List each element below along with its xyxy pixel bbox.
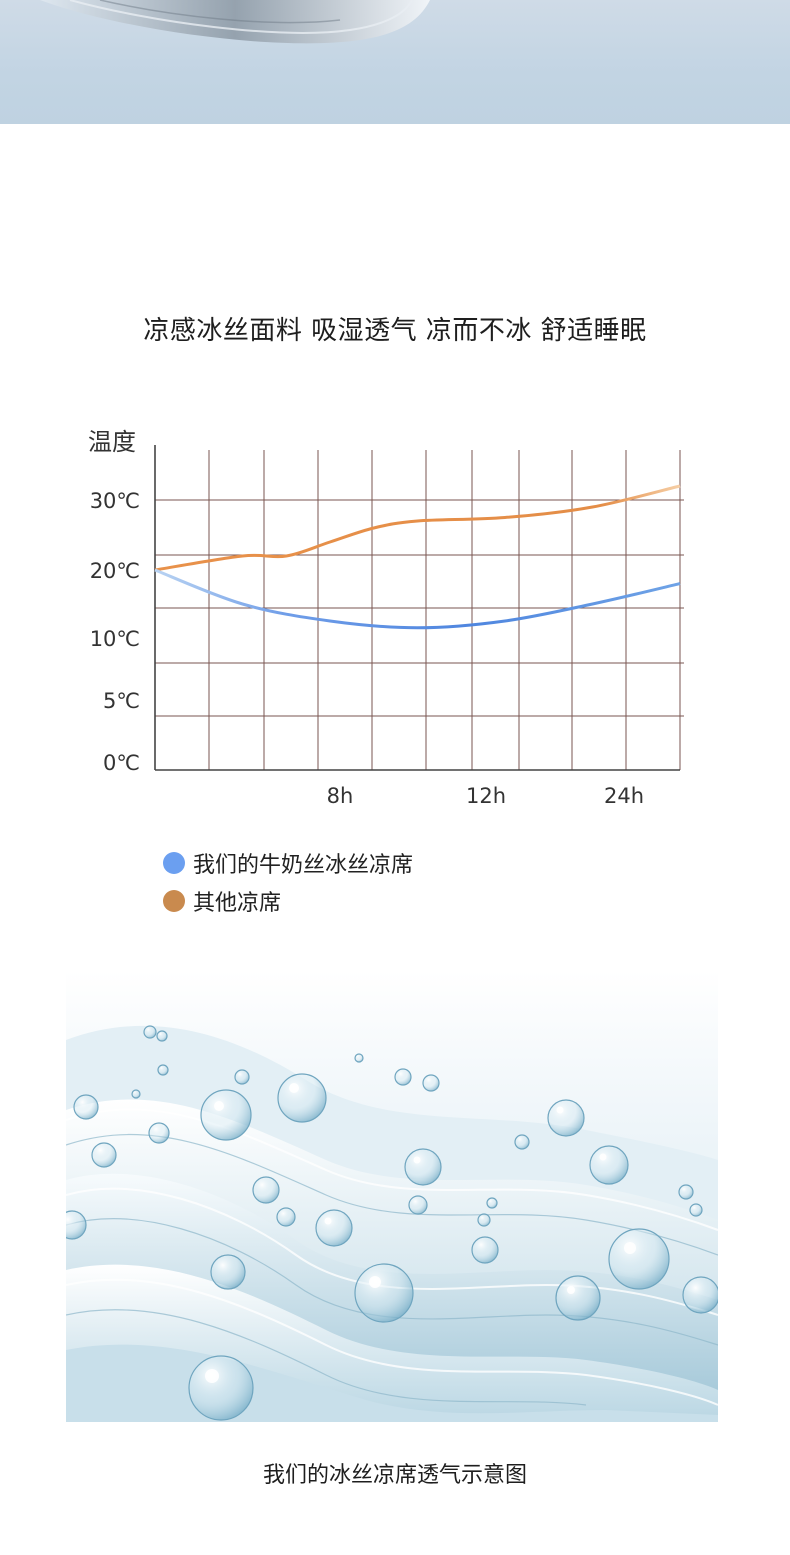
x-tick-label: 8h [327, 784, 354, 808]
legend-item-other-mats: 其他凉席 [163, 882, 413, 920]
y-tick-label: 20℃ [90, 559, 140, 583]
legend-label-other-mats: 其他凉席 [193, 891, 282, 916]
y-tick-label: 30℃ [90, 489, 140, 513]
legend-label-milk-silk: 我们的牛奶丝冰丝凉席 [193, 853, 414, 878]
illustration-caption: 我们的冰丝凉席透气示意图 [262, 1463, 527, 1488]
headline: 凉感冰丝面料 吸湿透气 凉而不冰 舒适睡眠 [143, 316, 647, 346]
fabric-breathability-illustration [66, 970, 718, 1422]
fabric-bubbles-graphic [66, 970, 718, 1422]
series-line-milk-silk-mat [154, 568, 681, 630]
y-tick-label: 10℃ [90, 627, 140, 651]
x-tick-label: 24h [604, 784, 644, 808]
top-banner-image [0, 0, 790, 124]
fabric-swirl-graphic [40, 0, 430, 44]
legend-dot-orange-icon [163, 890, 185, 912]
series-line-other-mats [154, 484, 681, 572]
y-tick-label: 0℃ [103, 751, 140, 775]
legend-dot-blue-icon [163, 852, 185, 874]
y-tick-label: 5℃ [103, 689, 140, 713]
legend-item-milk-silk: 我们的牛奶丝冰丝凉席 [163, 844, 413, 882]
chart-grid [155, 450, 684, 770]
x-tick-label: 12h [466, 784, 506, 808]
temperature-chart: 温度 30℃ 20℃ 10℃ 5℃ 0℃ 8h 12h 24h [88, 428, 684, 808]
chart-legend: 我们的牛奶丝冰丝凉席 其他凉席 [163, 844, 413, 920]
y-axis-label: 温度 [88, 428, 136, 456]
